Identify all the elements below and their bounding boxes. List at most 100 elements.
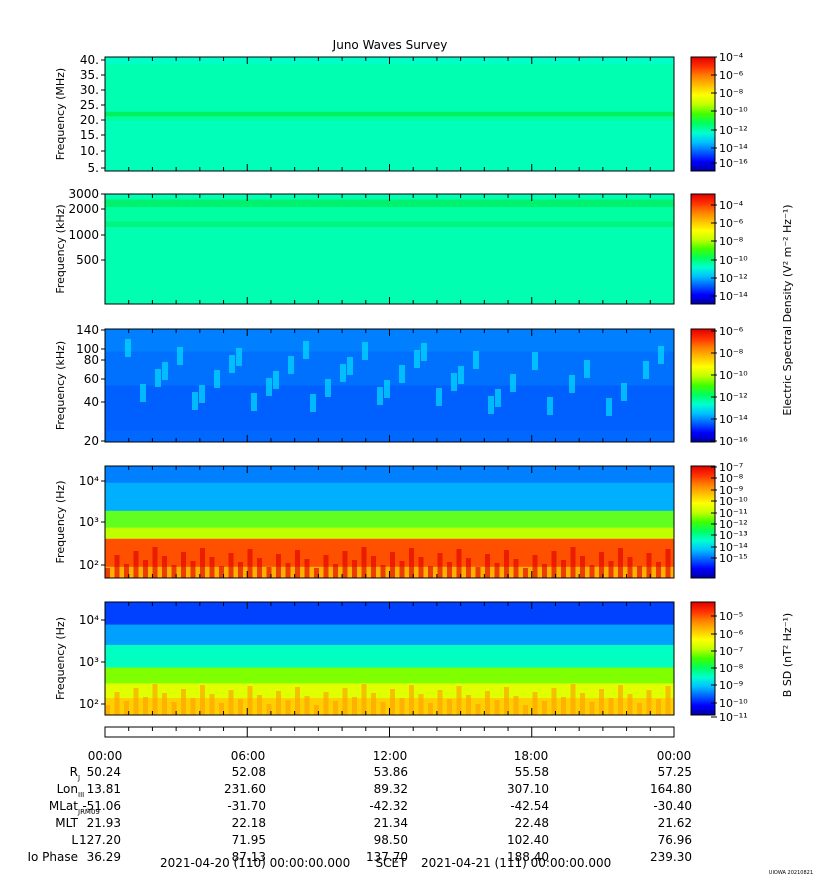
ephemeris-value: 55.58 <box>515 765 549 779</box>
ephemeris-value: 22.48 <box>515 816 549 830</box>
spectrogram-band <box>105 683 674 699</box>
y-tick-label: 10⁴ <box>79 613 99 627</box>
emission-streak <box>190 698 196 715</box>
colorbar-tick-label: 10⁻¹² <box>719 518 748 531</box>
emission-streak <box>580 556 585 578</box>
y-tick-label: 80 <box>84 353 99 367</box>
colorbar <box>690 465 716 579</box>
emission-streak <box>456 549 462 578</box>
y-axis-label: Frequency (MHz) <box>54 68 67 160</box>
emission-streak <box>437 690 443 715</box>
ephemeris-row-sub: JRM09 <box>77 808 100 816</box>
emission-streak <box>646 690 652 715</box>
emission-streak <box>229 355 235 373</box>
emission-streak <box>199 385 205 403</box>
y-tick-label: 140 <box>76 323 99 337</box>
colorbar-tick-label: 10⁻¹⁶ <box>719 157 748 170</box>
emission-streak <box>414 350 420 368</box>
y-tick-label: 2000 <box>68 202 99 216</box>
emission-streak <box>314 568 319 578</box>
colorbar-tick-label: 10⁻⁷ <box>719 461 743 474</box>
y-tick-label: 20. <box>80 113 99 127</box>
emission-streak <box>399 365 405 383</box>
colorbar-tick-label: 10⁻⁸ <box>719 87 744 100</box>
colorbar-tick-label: 10⁻¹² <box>719 272 748 285</box>
emission-streak <box>621 383 627 401</box>
emission-streak <box>646 553 652 578</box>
ephemeris-value: 50.24 <box>87 765 121 779</box>
y-tick-label: 35. <box>80 68 99 82</box>
emission-streak <box>570 684 576 715</box>
emission-streak <box>238 699 243 715</box>
y-tick-label: 1000 <box>68 228 99 242</box>
colorbar-tick-label: 10⁻⁸ <box>719 235 744 248</box>
spectrogram-band <box>105 538 674 568</box>
emission-streak <box>494 563 500 578</box>
y-axis-label: Frequency (Hz) <box>54 481 67 564</box>
ephemeris-value: 36.29 <box>87 850 121 864</box>
emission-streak <box>276 554 281 578</box>
emission-streak <box>580 693 585 715</box>
emission-streak <box>637 703 642 715</box>
colorbar-tick-label: 10⁻¹⁰ <box>719 105 748 118</box>
emission-streak <box>421 343 427 361</box>
ephemeris-value: 13.81 <box>87 782 121 796</box>
emission-streak <box>333 701 338 715</box>
emission-streak <box>658 346 664 364</box>
emission-streak <box>377 387 383 405</box>
colorbar-tick-label: 10⁻⁹ <box>719 484 743 497</box>
emission-streak <box>152 684 158 715</box>
emission-streak <box>310 394 316 412</box>
emission-streak <box>371 556 376 578</box>
emission-streak <box>105 568 110 578</box>
ephemeris-value: 239.30 <box>650 850 692 864</box>
emission-streak <box>342 551 348 578</box>
emission-streak <box>589 565 595 578</box>
y-tick-label: 10³ <box>79 655 99 669</box>
emission-streak <box>247 549 253 578</box>
emission-streak <box>428 566 433 578</box>
scet-label: SCET <box>376 856 408 870</box>
colorbar-tick-label: 10⁻¹⁵ <box>719 552 748 565</box>
emission-streak <box>542 564 547 578</box>
ephemeris-table: 00:00 06:00 12:00 18:00 00:00 R J 50.24 52.08 53.… <box>27 749 692 864</box>
ephemeris-value: 52.08 <box>232 765 266 779</box>
emission-streak <box>451 373 457 391</box>
colorbar-tick-label: 10⁻¹³ <box>719 529 748 542</box>
emission-streak <box>162 693 167 715</box>
spectrogram-band <box>105 221 674 228</box>
colorbar-tick-label: 10⁻¹⁰ <box>719 254 748 267</box>
panel-4: 10⁴ 10³ 10² Frequency (Hz) 10⁻⁷10⁻⁸10⁻⁹10⁻¹⁰… <box>54 461 748 579</box>
y-tick-label: 10³ <box>79 515 99 529</box>
y-tick-label: 40 <box>84 395 99 409</box>
ephemeris-value: 53.86 <box>374 765 408 779</box>
colorbar <box>690 601 716 716</box>
emission-streak <box>192 392 198 410</box>
emission-streak <box>513 559 519 578</box>
cbar-title-electric: Electric Spectral Density (V² m⁻² Hz⁻¹) <box>781 204 794 415</box>
y-tick-label: 20 <box>84 434 99 448</box>
colorbar-tick-label: 10⁻⁶ <box>719 217 744 230</box>
ephemeris-value: -51.06 <box>82 799 121 813</box>
scet-start-label: 2021-04-20 (110) 00:00:00.000 <box>160 856 350 870</box>
emission-streak <box>347 357 353 375</box>
colorbar-tick-label: 10⁻⁵ <box>719 610 743 623</box>
emission-streak <box>618 685 623 715</box>
emission-streak <box>114 692 120 715</box>
emission-streak <box>125 339 131 357</box>
y-tick-label: 10⁴ <box>79 474 99 488</box>
emission-streak <box>361 547 367 578</box>
emission-streak <box>584 360 590 378</box>
emission-streak <box>589 702 595 715</box>
emission-streak <box>162 362 168 380</box>
colorbar-tick-label: 10⁻¹⁰ <box>719 369 748 382</box>
emission-streak <box>485 554 490 578</box>
emission-streak <box>228 553 234 578</box>
emission-streak <box>155 369 161 387</box>
emission-streak <box>247 686 253 715</box>
emission-streak <box>190 561 196 578</box>
emission-streak <box>570 547 576 578</box>
spectrogram-band <box>105 227 674 305</box>
